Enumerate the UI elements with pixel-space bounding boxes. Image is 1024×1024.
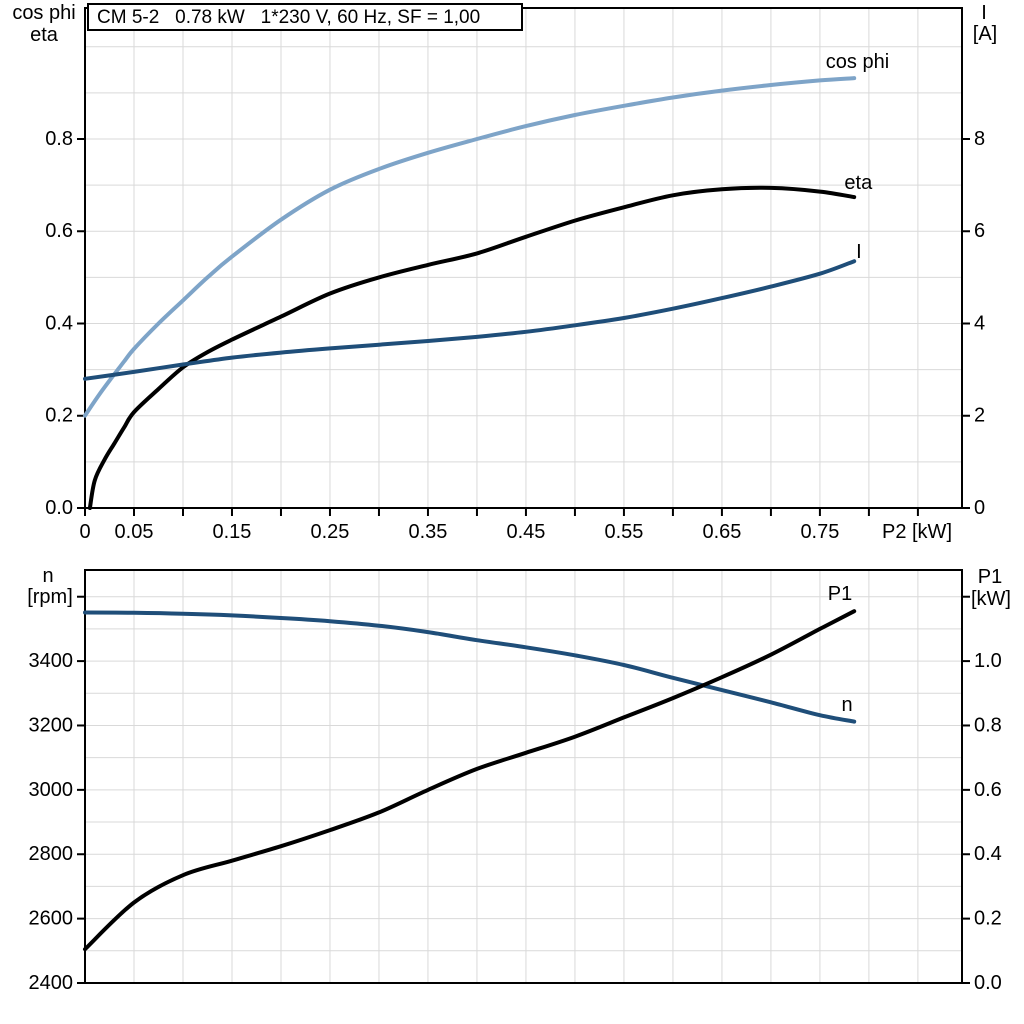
left-tick-label: 2600 [29,908,74,930]
right-axis-title: I [981,2,987,24]
left-tick-label: 0.0 [45,497,73,519]
n-curve-label: n [841,694,852,716]
left-tick-label: 2400 [29,972,74,994]
top-chart: 0.0 0.2 0.4 0.6 0.8 0 2 4 6 8 0 0.05 0.15 0.25 0.35 0.4… [12,2,997,543]
right-axis-title: [kW] [971,588,1011,610]
bottom-chart: 2400 2600 2800 3000 3200 3400 0.0 0.2 0.4 0.6 0.8 1… [27,565,1011,994]
current-curve [83,259,857,381]
left-tick-label: 0.2 [45,405,73,427]
eta-curve [87,185,857,510]
chart-title-box: CM 5-2 0.78 kW 1*230 V, 60 Hz, SF = 1,00 [87,3,523,31]
right-axis-title: [A] [973,23,997,45]
right-tick-label: 2 [974,405,985,427]
x-tick-label: 0.45 [506,521,545,543]
right-tick-label: 4 [974,312,985,334]
right-tick-label: 0.6 [974,779,1002,801]
left-axis-title: cos phi [12,2,75,24]
right-tick-label: 0.2 [974,908,1002,930]
left-axis-ticks [77,137,85,509]
x-tick-label: 0.35 [408,521,447,543]
left-axis-ticks [77,595,85,984]
cos-phi-curve-label: cos phi [826,51,889,73]
gridlines [85,570,962,983]
plot-frame [84,569,963,984]
right-tick-label: 1.0 [974,650,1002,672]
right-tick-label: 8 [974,128,985,150]
x-tick-label: 0.65 [702,521,741,543]
left-tick-label: 3000 [29,779,74,801]
current-curve-label: I [856,241,862,263]
eta-curve-label: eta [844,172,873,194]
x-axis-ticks [84,508,919,516]
p1-curve-label: P1 [828,583,852,605]
right-tick-label: 0 [974,497,985,519]
left-axis-title: n [42,565,53,587]
left-axis-title: eta [30,24,59,46]
right-tick-label: 0.8 [974,714,1002,736]
left-tick-label: 3200 [29,714,74,736]
left-tick-label: 3400 [29,650,74,672]
x-tick-label: 0.75 [800,521,839,543]
left-tick-label: 0.8 [45,128,73,150]
left-tick-label: 2800 [29,843,74,865]
right-tick-label: 6 [974,220,985,242]
x-tick-label: 0.25 [311,521,350,543]
x-axis-title: P2 [kW] [882,521,952,543]
left-axis-title: [rpm] [27,586,73,608]
cos-phi-curve [83,76,857,418]
chart-title: CM 5-2 0.78 kW 1*230 V, 60 Hz, SF = 1,00 [97,6,481,28]
gridlines [85,8,962,508]
right-tick-label: 0.0 [974,972,1002,994]
x-tick-label: 0.55 [604,521,643,543]
plot-frame [84,7,963,509]
right-tick-label: 0.4 [974,843,1002,865]
left-tick-label: 0.6 [45,220,73,242]
n-curve [83,610,857,724]
right-axis-title: P1 [978,566,1002,588]
x-tick-label: 0.15 [213,521,252,543]
left-tick-label: 0.4 [45,312,73,334]
x-tick-label: 0 [79,521,90,543]
right-axis-ticks [962,137,970,509]
p1-curve [83,609,857,952]
x-tick-label: 0.05 [115,521,154,543]
right-axis-ticks [962,595,970,984]
